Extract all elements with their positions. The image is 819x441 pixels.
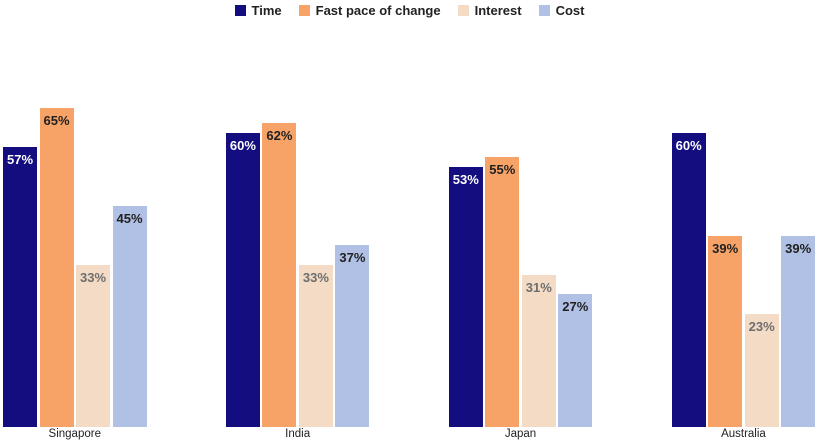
bar-value-label-fast-pace-of-change-india: 62% [266, 127, 293, 143]
bar-fast-pace-of-change-japan[interactable]: 55% [485, 157, 520, 427]
legend-swatch-time [234, 5, 246, 16]
bar-cost-india[interactable]: 37% [335, 245, 370, 427]
category-label-india: India [285, 428, 311, 440]
bar-time-india[interactable]: 60% [225, 132, 260, 427]
category-label-australia: Australia [721, 428, 766, 440]
chart-legend: Time Fast pace of change Interest Cost [0, 3, 819, 18]
legend-item-cost: Cost [538, 3, 585, 18]
bar-fast-pace-of-change-singapore[interactable]: 65% [39, 107, 74, 427]
bar-value-label-cost-japan: 27% [562, 299, 589, 315]
bar-interest-japan[interactable]: 31% [521, 274, 556, 427]
legend-swatch-interest [457, 5, 469, 16]
bar-value-label-interest-india: 33% [302, 270, 329, 286]
bar-value-label-time-australia: 60% [675, 137, 702, 153]
bar-time-singapore[interactable]: 57% [3, 147, 37, 427]
bar-value-label-cost-india: 37% [339, 250, 366, 266]
legend-label-interest: Interest [474, 3, 522, 18]
legend-swatch-cost [538, 5, 550, 16]
bar-cost-japan[interactable]: 27% [558, 294, 593, 427]
legend-label-fast-pace-of-change: Fast pace of change [315, 3, 441, 18]
category-label-singapore: Singapore [48, 428, 101, 440]
bar-time-australia[interactable]: 60% [671, 132, 706, 427]
bar-value-label-fast-pace-of-change-japan: 55% [489, 162, 516, 178]
bar-cost-singapore[interactable]: 45% [112, 206, 147, 427]
bar-value-label-interest-japan: 31% [525, 279, 552, 295]
bar-time-japan[interactable]: 53% [448, 166, 483, 427]
bar-interest-singapore[interactable]: 33% [76, 265, 110, 427]
bar-interest-australia[interactable]: 23% [744, 314, 779, 427]
bar-value-label-cost-australia: 39% [785, 240, 812, 256]
bar-value-label-interest-singapore: 33% [79, 270, 107, 286]
bar-value-label-fast-pace-of-change-australia: 39% [712, 240, 739, 256]
bar-value-label-cost-singapore: 45% [116, 211, 143, 227]
category-label-japan: Japan [504, 428, 537, 440]
legend-item-fast-pace-of-change: Fast pace of change [298, 3, 441, 18]
bar-fast-pace-of-change-india[interactable]: 62% [262, 122, 297, 427]
legend-label-time: Time [251, 3, 282, 18]
legend-item-interest: Interest [457, 3, 522, 18]
bar-value-label-time-singapore: 57% [6, 152, 34, 168]
bar-interest-india[interactable]: 33% [298, 265, 333, 427]
bar-cost-australia[interactable]: 39% [781, 235, 816, 427]
bar-value-label-time-japan: 53% [452, 171, 479, 187]
legend-swatch-fast-pace-of-change [298, 5, 310, 16]
bar-value-label-fast-pace-of-change-singapore: 65% [43, 112, 70, 128]
legend-item-time: Time [234, 3, 282, 18]
bar-value-label-time-india: 60% [229, 137, 256, 153]
bar-fast-pace-of-change-australia[interactable]: 39% [708, 235, 743, 427]
bar-value-label-interest-australia: 23% [748, 319, 775, 335]
legend-label-cost: Cost [555, 3, 585, 18]
